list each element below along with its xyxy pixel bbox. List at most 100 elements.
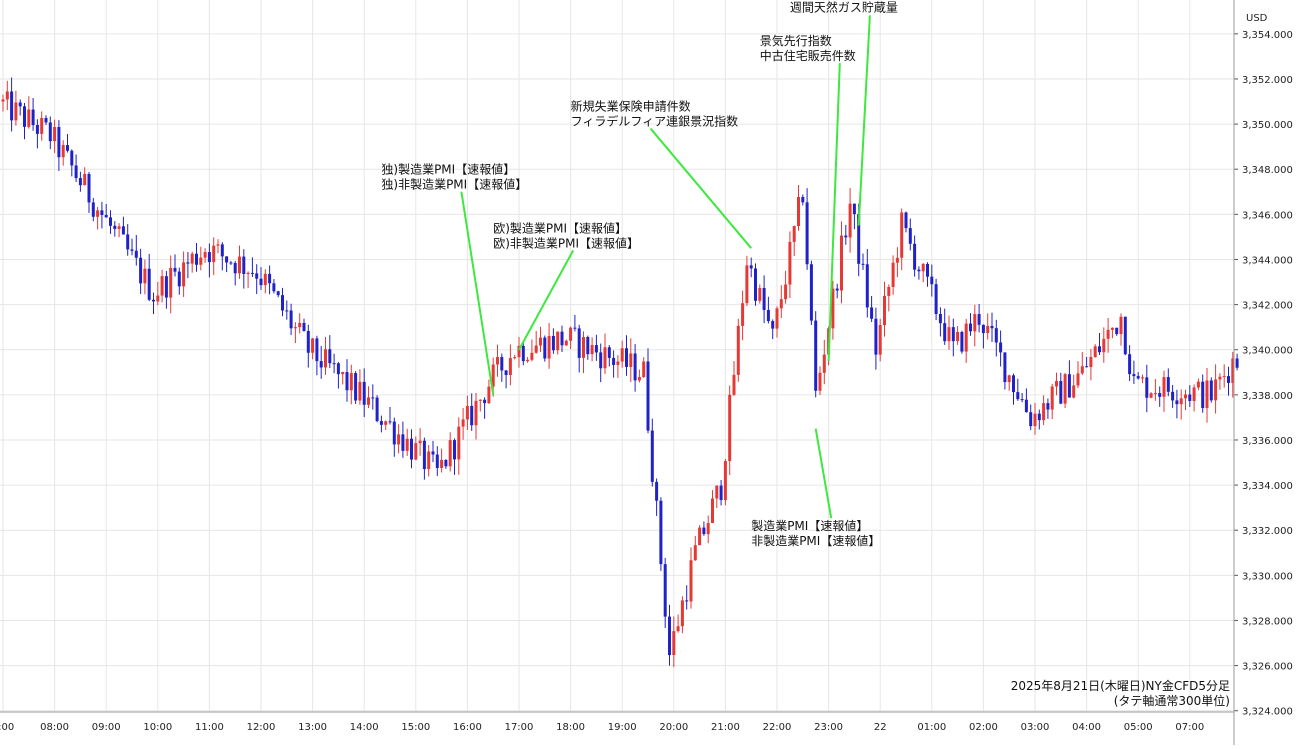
candle-up [637,376,641,381]
x-tick-label: 20:00 [659,722,688,733]
candle-down [500,357,504,371]
candle-up [508,358,512,375]
candle-down [306,330,310,353]
candle-down [943,323,947,342]
candle-up [921,263,925,272]
annotation-leader-line [857,15,871,226]
candle-up [620,348,624,362]
candle-down [242,256,246,274]
candle-up [715,485,719,499]
annotation-label: フィラデルフィア連銀景況指数 [571,114,739,129]
annotation-label: 週間天然ガス貯蔵量 [790,0,898,14]
candle-up [1184,394,1187,399]
candle-up [689,560,693,602]
annotation-label: 独)製造業PMI【速報値】 [381,162,515,177]
candle-down [917,269,921,272]
candle-down [285,310,289,312]
candle-up [590,345,594,355]
candle-down [668,616,671,656]
y-tick-label: 3,326.000 [1242,662,1293,673]
x-tick-label: 05:00 [1124,722,1153,733]
candle-up [676,626,680,632]
candle-up [895,257,899,263]
grid-layer [0,0,1233,712]
candle-down [504,370,508,375]
candle-down [345,372,349,391]
candle-down [1098,346,1101,353]
candle-down [78,178,82,186]
candle-up [900,212,904,258]
candle-up [461,419,465,427]
candle-up [199,257,203,265]
candle-up [169,267,173,298]
candle-up [883,295,886,326]
candle-up [582,337,585,358]
candle-up [212,245,216,263]
candle-up [117,226,121,229]
candle-up [698,527,702,546]
candle-up [1080,366,1084,374]
candle-down [749,265,753,269]
candle-down [23,106,26,127]
x-tick-label: 12:00 [247,722,276,733]
candle-down [865,264,869,308]
candle-down [814,320,818,391]
candle-up [1119,316,1123,335]
candle-up [263,273,267,286]
candle-down [225,256,229,263]
candle-down [410,438,413,460]
candle-up [539,337,542,346]
candle-up [556,331,560,351]
candle-down [1046,403,1050,410]
candle-down [66,145,69,151]
y-tick-label: 3,352.000 [1242,75,1293,86]
candle-up [956,331,960,342]
candle-down [186,262,190,264]
candle-down [109,217,112,226]
x-tick-label: 09:00 [92,722,121,733]
candle-up [61,145,65,158]
candle-down [861,263,865,265]
candle-up [1149,393,1153,398]
candle-up [238,256,241,274]
y-tick-label: 3,354.000 [1242,30,1293,41]
candle-up [530,352,534,360]
candle-up [246,272,250,274]
candle-down [719,485,723,501]
candle-layer [1,77,1239,668]
candle-down [1123,316,1127,355]
candle-up [496,357,499,365]
footnote-line: (タテ軸通常300単位) [1114,693,1230,708]
annotation-leader-line [814,428,833,519]
candle-up [1089,356,1093,368]
candle-up [788,241,792,285]
candle-down [857,214,861,264]
x-tick-label: 16:00 [453,722,482,733]
candle-down [1175,400,1179,405]
unit-label: USD [1246,13,1268,24]
candle-down [1209,380,1213,401]
candle-up [427,451,431,470]
candle-down [302,322,306,331]
candle-down [835,288,839,291]
x-tick-label: 15:00 [401,722,430,733]
candle-up [293,327,297,329]
candle-down [1024,399,1028,413]
candle-down [87,173,91,203]
candle-up [27,109,31,127]
y-tick-label: 3,324.000 [1242,707,1293,718]
candle-down [375,397,379,422]
x-tick-label: 21:00 [711,722,740,733]
candle-up [728,394,732,462]
candle-up [1042,403,1046,421]
candle-down [659,500,663,565]
candle-down [388,421,392,423]
x-tick-label: 18:00 [556,722,585,733]
candle-down [1136,376,1140,379]
candle-up [341,372,345,375]
candle-down [801,197,805,203]
candle-down [315,338,319,362]
y-tick-label: 3,350.000 [1242,120,1293,131]
